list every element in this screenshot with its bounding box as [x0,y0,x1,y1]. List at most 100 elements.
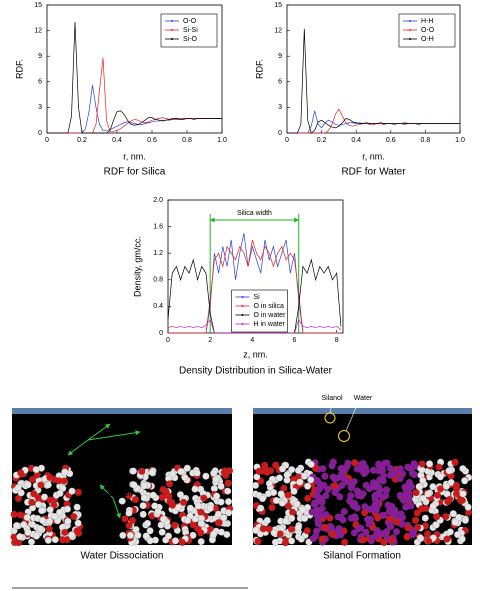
atom [375,483,383,491]
y-tick-label: 9 [278,53,282,60]
atom [382,486,390,494]
atom [225,509,233,517]
simulation-image: Hydroxyl Hydrogen [10,408,234,547]
atom [257,504,265,512]
atom [118,497,126,505]
atom [365,485,373,493]
caption: Density Distribution in Silica-Water [179,366,333,377]
atom [210,485,218,493]
atom [141,482,149,490]
atom [252,526,260,534]
atom [296,478,304,486]
legend-marker [409,20,411,22]
atom [340,475,348,483]
x-tick-label: 0 [166,337,170,344]
atom [429,502,437,510]
atom [404,524,412,532]
atom [168,501,176,509]
atom [409,531,417,539]
atom [28,498,36,506]
atom [458,535,466,543]
atom [13,522,21,530]
atom [353,504,361,512]
atom [186,504,194,512]
legend-label: O in silica [254,303,284,310]
series-line [287,108,460,134]
legend-marker [241,296,244,298]
atom [37,481,45,489]
series-line [168,239,341,334]
y-tick-label: 0.8 [153,277,163,284]
atom [388,509,396,517]
atom [396,465,404,473]
atom [125,521,133,529]
series-line [47,85,222,134]
atom [336,493,344,501]
atom [46,506,54,514]
atom [55,477,63,485]
atom [359,536,367,544]
atom [217,498,225,506]
atom [148,468,156,476]
atom [293,500,301,508]
atom [165,532,173,540]
atom [265,480,273,488]
atom [146,537,154,545]
atom [304,482,312,490]
atom [340,508,348,516]
atom [461,516,469,524]
atom [419,494,427,502]
atom [464,503,472,511]
atom [290,487,298,495]
atom [371,492,379,500]
atom [51,512,59,520]
image-label: Silanol [321,395,342,402]
atom [183,464,191,472]
atom [61,528,69,536]
atom [373,526,381,534]
atom [14,495,22,503]
atom [318,498,326,506]
atom [45,525,53,533]
legend-label: H in water [254,321,286,328]
atom [17,469,25,477]
atom [424,490,432,498]
caption: Water Dissociation [81,551,164,562]
atom [461,477,469,485]
x-tick-label: 8 [335,337,339,344]
atom [337,513,345,521]
atom [398,513,406,521]
y-tick-label: 6 [38,79,42,86]
atom [353,465,361,473]
atom [410,460,418,468]
atom [70,512,78,520]
y-axis-label: RDF. [254,59,264,79]
legend-label: Si-O [183,36,198,43]
atom [405,489,413,497]
atom [384,501,392,509]
atom [30,490,38,498]
atom [307,476,315,484]
atom [446,528,454,536]
atom [17,489,25,497]
atom [263,516,271,524]
atom [32,532,40,540]
atom [288,525,296,533]
series-line [287,110,460,134]
series-line [287,28,460,134]
legend-marker [241,323,244,325]
atom [197,529,205,537]
atom [149,491,157,499]
atom [421,514,429,522]
atom [172,537,180,545]
atom [307,460,315,468]
atom [288,537,296,545]
atom [194,502,202,510]
x-tick-label: 0.4 [351,137,361,144]
atom [59,536,67,544]
atom [388,536,396,544]
atom [335,526,343,534]
atom [121,515,129,523]
atom [14,484,22,492]
